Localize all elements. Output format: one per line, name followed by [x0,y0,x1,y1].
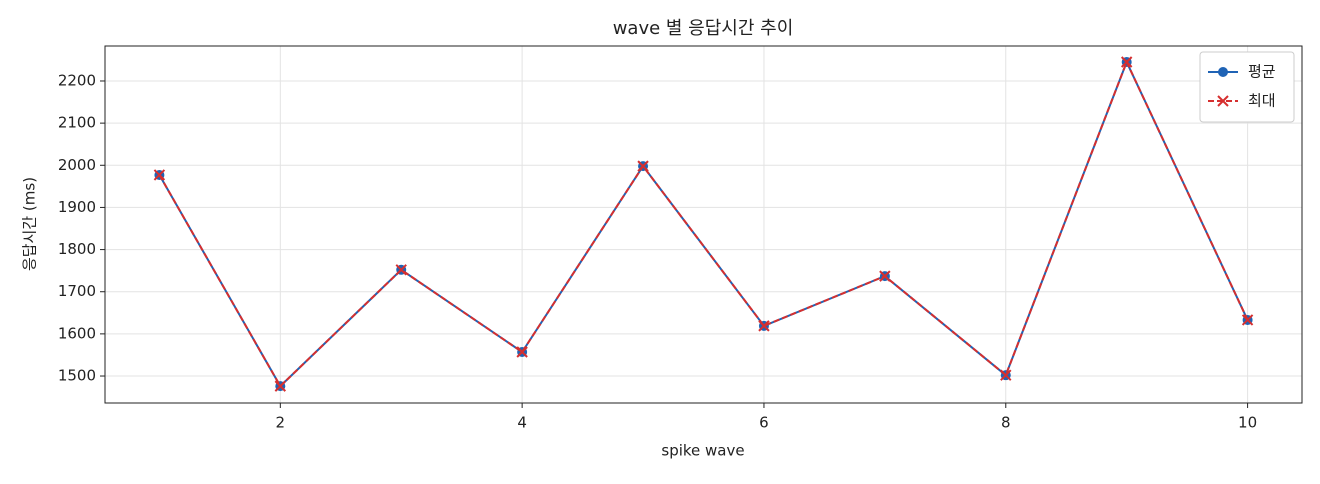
y-tick-label: 1700 [58,282,96,300]
x-tick-label: 4 [517,414,527,432]
point [153,169,166,181]
point [879,270,891,282]
y-tick-label: 1900 [58,198,96,216]
y-tick-label: 2200 [58,71,96,89]
x-tick-label: 2 [276,414,286,432]
point [1000,369,1012,381]
y-tick-label: 1600 [58,324,96,342]
y-tick-label: 2000 [58,156,96,174]
series-line [158,59,1249,388]
chart-title: wave 별 응답시간 추이 [613,18,794,39]
series-line [158,59,1249,388]
x-tick-label: 6 [759,414,769,432]
x-tick-label: 8 [1001,414,1011,432]
x-tick-label: 10 [1238,414,1257,432]
point [274,380,287,392]
legend-box [1199,51,1295,123]
legend-marker [1217,95,1229,107]
point [758,320,770,332]
y-tick-label: 1500 [58,367,96,385]
point [1241,314,1254,326]
legend-label: 평균 [1248,63,1276,81]
point [395,264,407,276]
y-tick-label: 1800 [58,240,96,258]
point [516,346,528,358]
x-axis-label: spike wave [661,442,744,460]
plot-frame [104,45,1303,404]
point [637,160,649,172]
y-tick-label: 2100 [58,114,96,132]
point [1120,56,1133,68]
y-axis-label: 응답시간 (ms) [21,177,39,271]
legend-marker [1218,67,1228,77]
legend-label: 최대 [1248,92,1276,110]
